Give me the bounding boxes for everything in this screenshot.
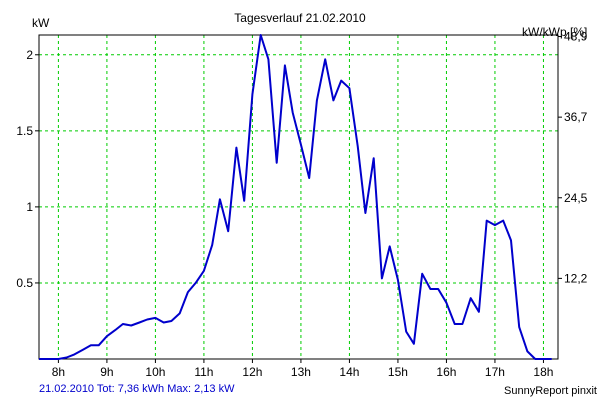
y-right-tick-label: 48,9: [564, 30, 588, 44]
y-left-tick-label: 1.5: [16, 124, 33, 138]
tick-layer: 8h 9h 10h 11h 12h 13h 14h 15h 16h 17h 18h 0.5 1 1.5 2 1…: [16, 30, 587, 379]
y-left-tick-label: 2: [26, 48, 33, 62]
footer-brand: SunnyReport pinxit: [504, 385, 597, 397]
y-left-tick-label: 1: [26, 200, 33, 214]
x-tick-label: 10h: [145, 365, 165, 379]
right-axis-label: kW/kWp [%]: [522, 25, 587, 39]
y-right-tick-label: 36,7: [564, 110, 588, 124]
y-right-tick-label: 12,2: [564, 271, 588, 285]
x-tick-label: 16h: [436, 365, 456, 379]
y-left-tick-label: 0.5: [16, 276, 33, 290]
left-axis-label: kW: [32, 16, 50, 30]
y-right-tick-label: 24,5: [564, 191, 588, 205]
grid-layer: [39, 35, 558, 359]
x-tick-label: 12h: [242, 365, 262, 379]
footer-summary: 21.02.2010 Tot: 7,36 kWh Max: 2,13 kW: [39, 383, 235, 395]
plot-frame: [38, 34, 559, 360]
x-tick-label: 13h: [291, 365, 311, 379]
chart-title: Tagesverlauf 21.02.2010: [234, 11, 366, 25]
x-tick-label: 14h: [339, 365, 359, 379]
x-tick-label: 11h: [194, 365, 213, 379]
x-tick-label: 9h: [100, 365, 113, 379]
x-tick-label: 8h: [52, 365, 65, 379]
x-tick-label: 15h: [388, 365, 408, 379]
x-tick-label: 18h: [533, 365, 553, 379]
power-series-line: [39, 34, 552, 360]
x-tick-label: 17h: [485, 365, 505, 379]
